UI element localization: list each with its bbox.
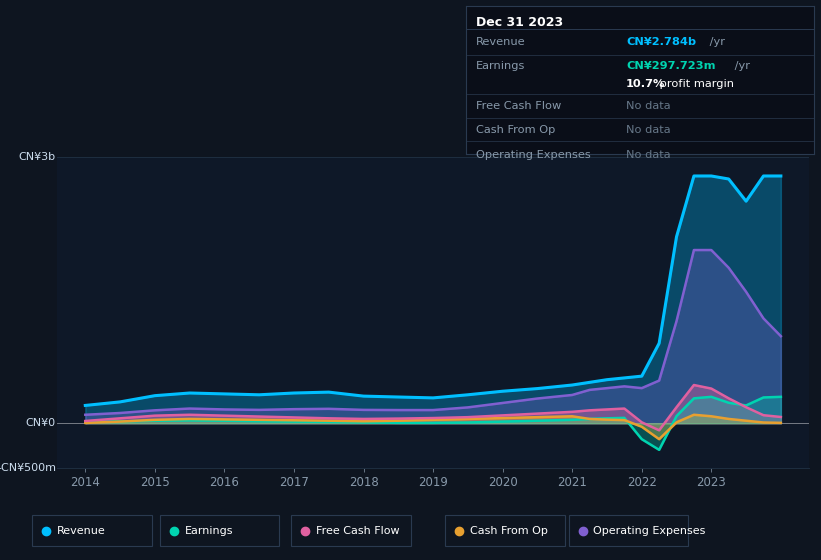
Text: CN¥2.784b: CN¥2.784b (626, 37, 696, 47)
Text: Operating Expenses: Operating Expenses (476, 150, 591, 160)
Text: No data: No data (626, 150, 671, 160)
Text: Cash From Op: Cash From Op (476, 124, 555, 134)
Text: Revenue: Revenue (476, 37, 525, 47)
Text: Cash From Op: Cash From Op (470, 526, 548, 535)
Text: /yr: /yr (731, 60, 750, 71)
Text: Dec 31 2023: Dec 31 2023 (476, 16, 563, 29)
Text: Free Cash Flow: Free Cash Flow (315, 526, 399, 535)
Text: No data: No data (626, 124, 671, 134)
Text: Operating Expenses: Operating Expenses (594, 526, 706, 535)
Text: /yr: /yr (706, 37, 725, 47)
Text: No data: No data (626, 101, 671, 111)
Text: profit margin: profit margin (656, 78, 734, 88)
Text: CN¥297.723m: CN¥297.723m (626, 60, 716, 71)
Text: CN¥0: CN¥0 (25, 418, 56, 428)
Text: Revenue: Revenue (57, 526, 106, 535)
Text: Earnings: Earnings (476, 60, 525, 71)
Text: CN¥3b: CN¥3b (19, 152, 56, 162)
Text: Earnings: Earnings (185, 526, 233, 535)
Text: 10.7%: 10.7% (626, 78, 665, 88)
Text: Free Cash Flow: Free Cash Flow (476, 101, 562, 111)
Text: -CN¥500m: -CN¥500m (0, 463, 56, 473)
